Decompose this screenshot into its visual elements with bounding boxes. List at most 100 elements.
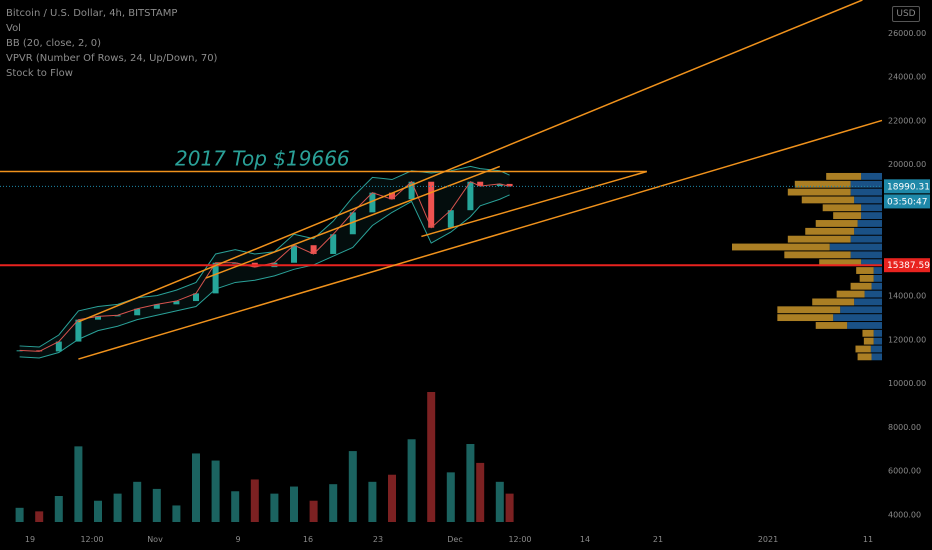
price-tick-label: 10000.00: [888, 379, 926, 388]
volume-profile-down-bar: [850, 188, 882, 196]
x-tick-label: 2021: [758, 535, 778, 544]
price-candle: [496, 183, 503, 187]
annotation-2017-top: 2017 Top $19666: [175, 147, 350, 171]
x-tick-label: Nov: [147, 535, 163, 544]
trend-line: [205, 165, 501, 279]
price-axis-tag: [884, 258, 930, 273]
bollinger-lower-line: [19, 194, 510, 359]
price-tick-label: 20000.00: [888, 160, 926, 169]
volume-profile-down-bar: [861, 172, 882, 180]
volume-profile-down-bar: [871, 282, 882, 290]
volume-profile-up-bar: [777, 314, 834, 322]
price-axis-tag: [884, 179, 930, 194]
x-tick-label: 9: [235, 535, 240, 544]
volume-bar: [290, 486, 298, 522]
volume-bar: [113, 493, 122, 522]
volume-bar: [329, 484, 338, 522]
volume-bar: [35, 511, 44, 522]
volume-bar: [54, 496, 63, 522]
volume-profile-down-bar: [871, 353, 882, 361]
volume-profile-down-bar: [854, 227, 882, 235]
volume-profile-up-bar: [787, 188, 851, 196]
volume-bar: [250, 479, 259, 522]
indicator-bollinger-bands[interactable]: BB (20, close, 2, 0): [6, 38, 101, 49]
volume-profile-up-bar: [850, 282, 872, 290]
price-tick-label: 12000.00: [888, 335, 926, 344]
volume-profile-down-bar: [861, 259, 882, 267]
x-tick-label: 12:00: [508, 535, 531, 544]
volume-bar: [309, 500, 318, 522]
volume-bar: [94, 500, 102, 522]
indicator-volume[interactable]: Vol: [6, 23, 21, 34]
x-tick-label: 14: [580, 535, 590, 544]
volume-bar: [172, 505, 181, 522]
volume-profile-up-bar: [815, 220, 858, 227]
price-candle: [193, 293, 199, 302]
price-candle: [310, 245, 317, 254]
chart-legend: Bitcoin / U.S. Dollar, 4h, BITSTAMP Vol …: [6, 6, 217, 81]
volume-profile-down-bar: [870, 345, 882, 353]
x-tick-label: Dec: [447, 535, 462, 544]
x-tick-label: 23: [373, 535, 383, 544]
volume-profile-down-bar: [873, 337, 882, 345]
price-candle: [477, 181, 484, 187]
price-axis-tag-label: 03:50:47: [887, 197, 927, 207]
volume-profile-up-bar: [819, 259, 862, 267]
volume-bar: [152, 488, 161, 522]
volume-bar: [231, 491, 240, 522]
price-candle: [212, 262, 219, 294]
volume-profile-up-bar: [836, 290, 865, 298]
volume-bar: [133, 481, 142, 522]
indicator-volume-profile[interactable]: VPVR (Number Of Rows, 24, Up/Down, 70): [6, 53, 218, 64]
price-axis-tag-label: 15387.59: [887, 261, 930, 271]
price-candle: [428, 181, 435, 228]
volume-profile-up-bar: [787, 235, 851, 243]
indicator-stock-to-flow[interactable]: Stock to Flow: [6, 68, 73, 79]
price-tick-label: 14000.00: [888, 292, 926, 301]
volume-bar: [15, 507, 24, 522]
volume-profile-down-bar: [850, 180, 882, 188]
price-candle: [134, 308, 141, 316]
price-axis-tag: [884, 194, 930, 209]
volume-profile-up-bar: [784, 251, 851, 259]
price-axis-tag-label: 18990.31: [887, 182, 930, 192]
volume-profile-down-bar: [850, 251, 882, 259]
price-candle: [173, 301, 180, 305]
price-candle: [95, 316, 101, 320]
volume-profile-down-bar: [864, 290, 882, 298]
price-candle: [369, 192, 376, 213]
volume-profile-up-bar: [833, 212, 862, 220]
volume-bar: [466, 444, 475, 522]
volume-profile-up-bar: [815, 322, 848, 329]
volume-profile-down-bar: [850, 235, 882, 243]
price-candle: [114, 315, 121, 317]
volume-profile-down-bar: [854, 298, 882, 306]
volume-bar: [407, 439, 416, 522]
volume-profile-up-bar: [826, 172, 862, 180]
trend-line: [421, 170, 648, 238]
volume-profile-up-bar: [805, 227, 855, 235]
volume-profile-up-bar: [777, 306, 841, 314]
x-tick-label: 16: [303, 535, 313, 544]
volume-profile-down-bar: [847, 322, 882, 329]
volume-profile-down-bar: [829, 243, 882, 251]
price-candle: [506, 183, 513, 187]
volume-bar: [368, 481, 377, 522]
volume-profile-up-bar: [855, 345, 871, 353]
price-close-line: [19, 180, 510, 352]
trend-line: [78, 119, 883, 360]
price-tick-label: 6000.00: [888, 467, 921, 476]
price-tick-label: 8000.00: [888, 423, 921, 432]
volume-bar: [388, 474, 396, 522]
volume-profile-up-bar: [859, 274, 874, 282]
currency-badge[interactable]: USD: [892, 6, 920, 22]
price-candle: [447, 210, 454, 228]
volume-bar: [505, 493, 514, 522]
volume-bar: [211, 460, 220, 522]
volume-bar: [192, 453, 200, 522]
volume-profile-down-bar: [873, 267, 882, 274]
volume-bar: [476, 462, 485, 522]
volume-profile-up-bar: [801, 196, 855, 204]
